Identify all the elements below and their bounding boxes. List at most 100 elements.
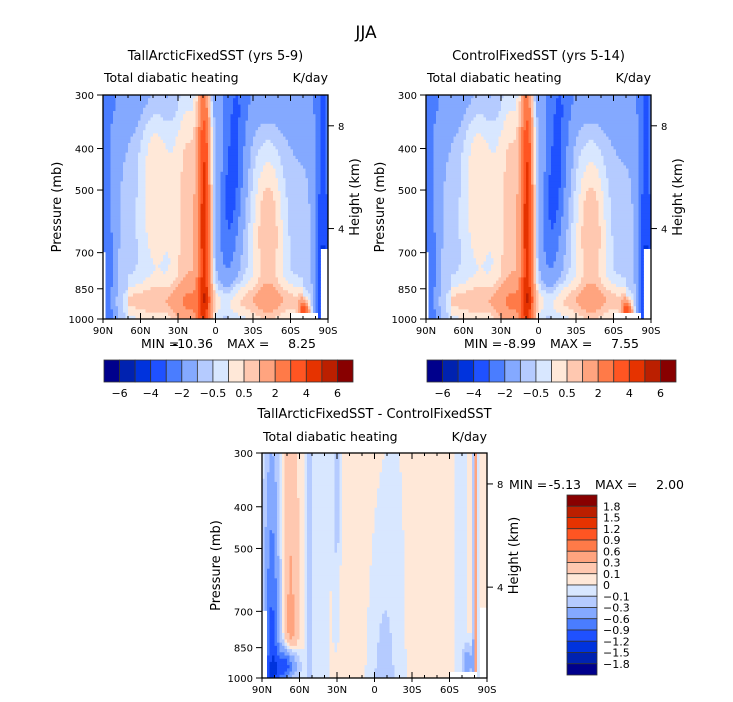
contour-cell: [183, 120, 186, 125]
contour-cell: [113, 155, 116, 160]
contour-cell: [185, 175, 189, 179]
contour-cell: [145, 280, 149, 285]
contour-cell: [275, 168, 279, 173]
contour-cell: [145, 226, 149, 230]
contour-cell: [225, 264, 229, 269]
contour-cell: [165, 258, 169, 262]
contour-cell: [130, 191, 134, 195]
contour-cell: [230, 213, 234, 217]
contour-cell: [193, 255, 196, 259]
contour-cell: [253, 98, 256, 102]
contour-cell: [230, 133, 234, 137]
contour-cell: [215, 245, 219, 249]
contour-cell: [213, 127, 216, 131]
contour-cell: [233, 264, 236, 269]
contour-cell: [188, 130, 191, 134]
contour-cell: [153, 258, 156, 262]
contour-cell: [110, 219, 114, 224]
contour-cell: [118, 274, 121, 278]
contour-cell: [220, 271, 224, 275]
contour-cell: [145, 242, 149, 246]
contour-cell: [215, 264, 219, 269]
contour-cell: [250, 242, 254, 246]
contour-cell: [213, 299, 216, 304]
contour-cell: [163, 123, 166, 128]
contour-cell: [228, 146, 231, 150]
contour-cell: [268, 181, 271, 185]
contour-cell: [125, 258, 129, 262]
contour-cell: [135, 207, 139, 211]
contour-cell: [190, 296, 194, 301]
contour-cell: [118, 111, 121, 115]
contour-cell: [125, 98, 129, 102]
contour-cell: [155, 165, 159, 169]
contour-cell: [175, 197, 179, 201]
contour-cell: [250, 303, 254, 307]
contour-cell: [248, 162, 251, 166]
contour-cell: [253, 127, 256, 131]
contour-cell: [113, 184, 116, 189]
contour-cell: [183, 245, 186, 249]
contour-cell: [133, 296, 136, 301]
contour-cell: [175, 271, 179, 275]
contour-cell: [198, 159, 201, 163]
contour-cell: [190, 223, 194, 227]
contour-cell: [238, 101, 241, 105]
contour-cell: [180, 258, 184, 262]
contour-cell: [140, 149, 144, 153]
contour-cell: [225, 293, 229, 297]
contour-cell: [160, 184, 164, 189]
contour-cell: [185, 223, 189, 227]
contour-cell: [248, 219, 251, 224]
contour-cell: [235, 139, 239, 144]
contour-cell: [173, 171, 176, 176]
contour-cell: [175, 264, 179, 269]
contour-cell: [123, 165, 126, 169]
contour-cell: [260, 283, 264, 288]
contour-cell: [148, 114, 151, 118]
contour-cell: [125, 207, 129, 211]
contour-cell: [153, 107, 156, 112]
contour-cell: [268, 191, 271, 195]
contour-cell: [240, 223, 244, 227]
contour-cell: [145, 277, 149, 281]
contour-cell: [135, 187, 139, 192]
contour-cell: [178, 296, 181, 301]
contour-cell: [123, 248, 126, 253]
contour-cell: [148, 191, 151, 195]
contour-cell: [175, 258, 179, 262]
contour-cell: [160, 309, 164, 313]
contour-cell: [118, 264, 121, 269]
contour-cell: [270, 245, 274, 249]
contour-cell: [208, 181, 211, 185]
contour-cell: [203, 271, 206, 275]
contour-cell: [143, 309, 146, 313]
contour-cell: [193, 152, 196, 157]
contour-cell: [203, 213, 206, 217]
contour-cell: [168, 187, 171, 192]
contour-cell: [138, 98, 141, 102]
contour-cell: [275, 306, 279, 310]
contour-cell: [165, 207, 169, 211]
contour-cell: [275, 296, 279, 301]
contour-cell: [260, 136, 264, 141]
contour-cell: [203, 159, 206, 163]
contour-cell: [258, 184, 261, 189]
contour-cell: [225, 149, 229, 153]
contour-cell: [180, 194, 184, 198]
contour-cell: [140, 235, 144, 240]
contour-cell: [215, 143, 219, 147]
contour-cell: [265, 232, 269, 237]
contour-cell: [193, 210, 196, 214]
contour-cell: [253, 223, 256, 227]
contour-cell: [185, 255, 189, 259]
contour-cell: [188, 114, 191, 118]
contour-cell: [165, 267, 169, 272]
contour-cell: [200, 255, 204, 259]
contour-cell: [230, 239, 234, 243]
contour-cell: [118, 290, 121, 294]
contour-cell: [140, 299, 144, 304]
contour-cell: [233, 258, 236, 262]
contour-cell: [153, 149, 156, 153]
contour-cell: [260, 280, 264, 285]
